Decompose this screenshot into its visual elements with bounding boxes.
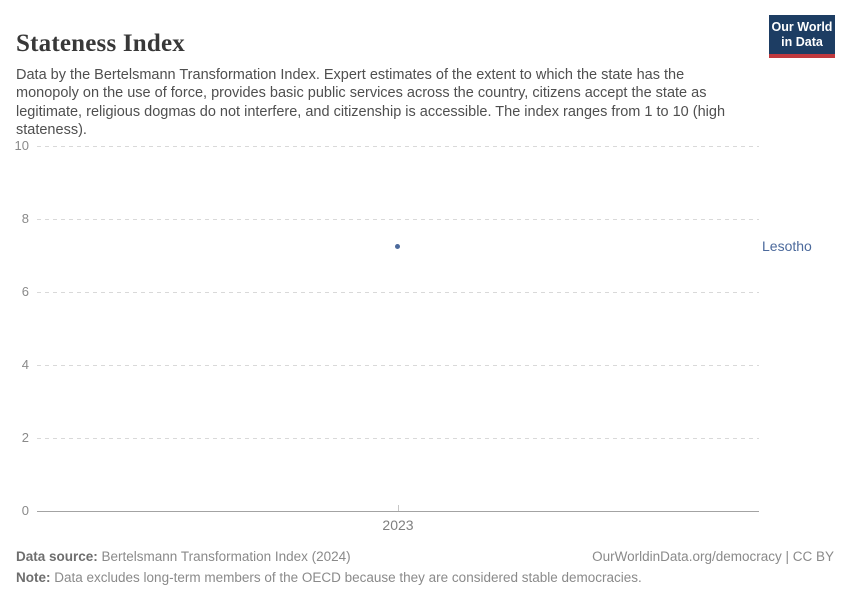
y-tick-label: 2: [21, 430, 29, 445]
data-point-lesotho[interactable]: [395, 243, 400, 249]
y-gridline: [37, 438, 759, 439]
y-tick-label: 8: [21, 211, 29, 226]
owid-logo-line2: in Data: [781, 35, 823, 49]
x-tick-label: 2023: [382, 517, 414, 533]
y-gridline: [37, 292, 759, 293]
y-gridline: [37, 146, 759, 147]
y-gridline: [37, 219, 759, 220]
x-axis-line: [37, 511, 759, 512]
y-tick-label: 4: [21, 357, 29, 372]
chart-footer: Data source: Bertelsmann Transformation …: [16, 548, 834, 586]
note-label: Note:: [16, 570, 51, 585]
y-tick-label: 0: [21, 503, 29, 518]
data-source-value: Bertelsmann Transformation Index (2024): [97, 549, 351, 564]
owid-logo-line1: Our World: [771, 20, 833, 34]
y-gridline: [37, 365, 759, 366]
x-tick-mark: [398, 505, 399, 511]
y-tick-label: 10: [14, 138, 29, 153]
data-source-text: Data source: Bertelsmann Transformation …: [16, 548, 351, 565]
data-source-label: Data source:: [16, 549, 98, 564]
chart-subtitle: Data by the Bertelsmann Transformation I…: [16, 66, 726, 139]
page-title: Stateness Index: [16, 29, 185, 57]
y-tick-label: 6: [21, 284, 29, 299]
note-value: Data excludes long-term members of the O…: [50, 570, 642, 585]
entity-label-lesotho[interactable]: Lesotho: [762, 238, 812, 255]
owid-logo[interactable]: Our World in Data: [769, 15, 835, 58]
note-text: Note: Data excludes long-term members of…: [16, 569, 834, 586]
license-link[interactable]: OurWorldinData.org/democracy | CC BY: [592, 549, 834, 564]
